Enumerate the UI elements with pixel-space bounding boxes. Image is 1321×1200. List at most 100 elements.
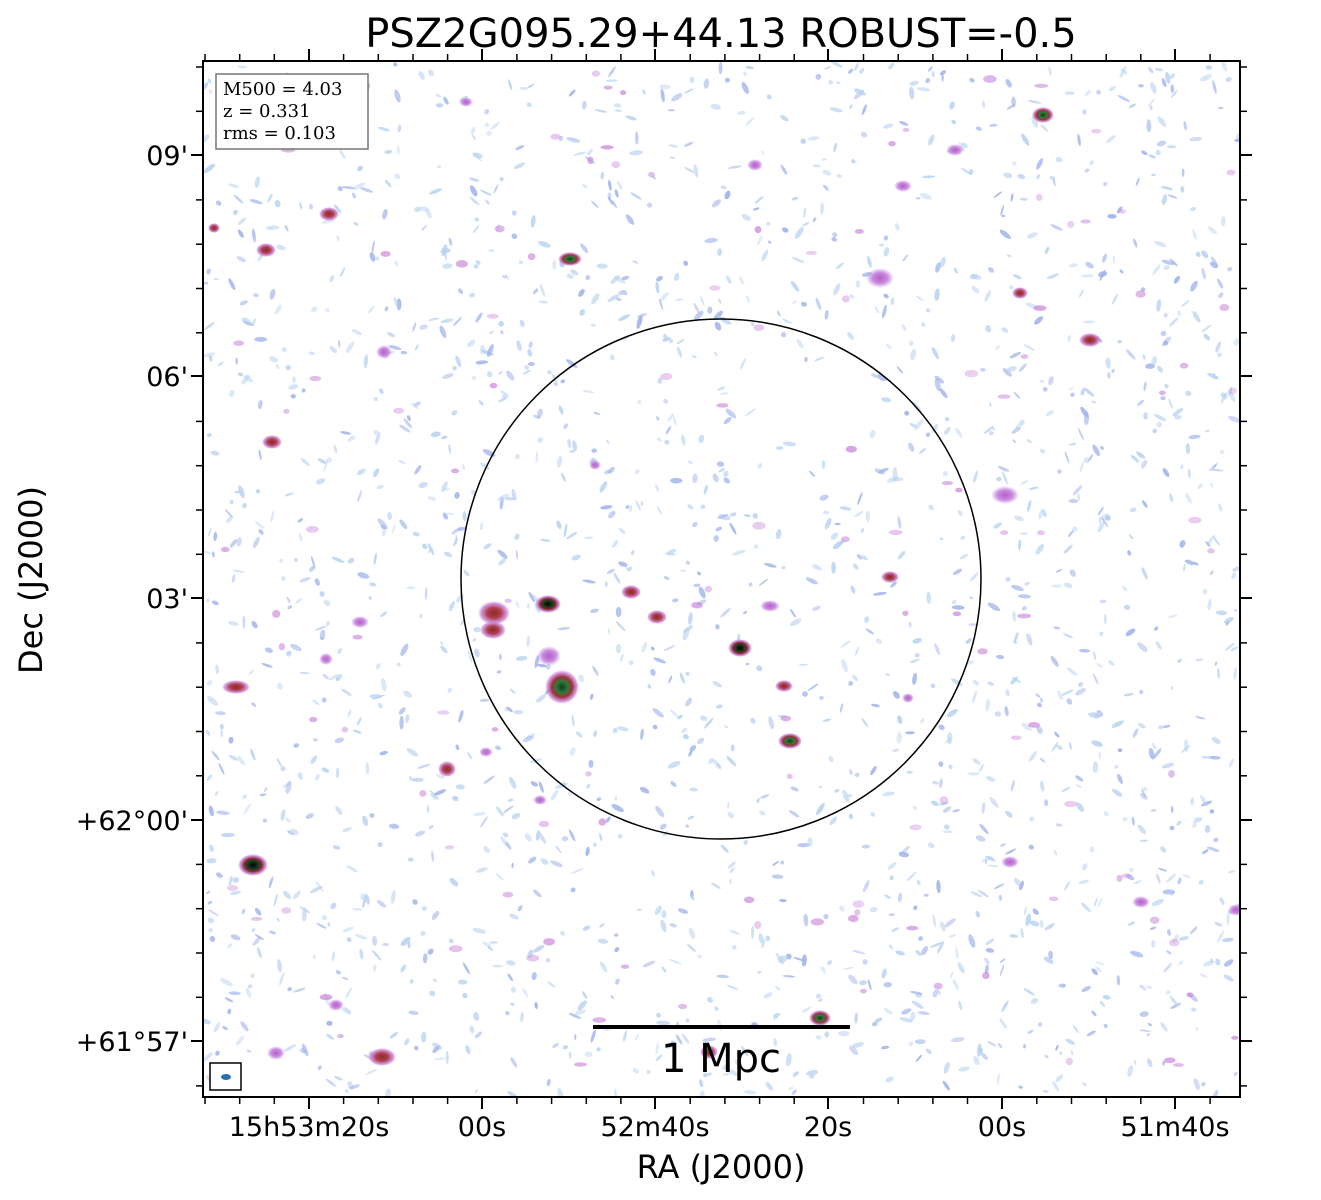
- noise-speckle: [330, 902, 337, 910]
- noise-speckle: [545, 957, 551, 963]
- noise-speckle: [724, 725, 729, 729]
- noise-speckle: [692, 473, 698, 483]
- noise-speckle: [1163, 963, 1172, 973]
- noise-speckle: [647, 683, 652, 689]
- noise-speckle: [1210, 256, 1218, 266]
- noise-speckle: [1035, 693, 1041, 698]
- noise-speckle: [287, 987, 293, 992]
- noise-speckle: [845, 445, 857, 453]
- noise-speckle: [809, 470, 816, 477]
- noise-speckle: [516, 340, 522, 352]
- noise-speckle: [861, 104, 867, 116]
- noise-speckle: [667, 760, 681, 769]
- noise-speckle: [297, 518, 304, 523]
- noise-speckle: [280, 765, 286, 772]
- noise-speckle: [547, 981, 556, 988]
- noise-speckle: [1157, 725, 1163, 730]
- noise-speckle: [1024, 906, 1027, 916]
- noise-speckle: [1099, 631, 1104, 637]
- noise-speckle: [552, 1042, 559, 1048]
- noise-speckle: [567, 791, 573, 797]
- noise-speckle: [384, 306, 389, 312]
- noise-speckle: [1084, 168, 1090, 173]
- noise-speckle: [1165, 990, 1171, 995]
- noise-speckle: [759, 810, 766, 816]
- noise-speckle: [218, 762, 225, 775]
- noise-speckle: [833, 142, 837, 153]
- noise-speckle: [821, 460, 826, 469]
- noise-speckle: [829, 816, 838, 826]
- noise-speckle: [281, 907, 292, 914]
- noise-speckle: [999, 229, 1011, 239]
- noise-speckle: [874, 468, 886, 475]
- noise-speckle: [1086, 1030, 1096, 1037]
- noise-speckle: [279, 558, 284, 563]
- noise-speckle: [906, 770, 913, 774]
- noise-speckle: [720, 185, 727, 190]
- noise-speckle: [608, 510, 616, 519]
- noise-speckle: [511, 210, 517, 216]
- noise-speckle: [625, 115, 637, 121]
- noise-speckle: [1163, 312, 1168, 318]
- noise-speckle: [376, 899, 387, 908]
- noise-speckle: [1076, 802, 1085, 813]
- noise-speckle: [428, 825, 434, 830]
- noise-speckle: [203, 163, 216, 174]
- noise-speckle: [340, 431, 352, 435]
- noise-speckle: [847, 331, 855, 340]
- noise-speckle: [839, 703, 844, 713]
- noise-speckle: [617, 833, 623, 839]
- x-tick-label: 00s: [458, 1112, 506, 1143]
- noise-speckle: [220, 546, 230, 553]
- noise-speckle: [761, 249, 769, 262]
- noise-speckle: [436, 165, 442, 169]
- noise-speckle: [677, 908, 689, 914]
- noise-speckle: [228, 278, 236, 290]
- noise-speckle: [920, 717, 925, 724]
- noise-speckle: [750, 717, 756, 724]
- noise-speckle: [713, 535, 719, 542]
- noise-speckle: [321, 767, 330, 773]
- noise-speckle: [932, 989, 939, 998]
- noise-speckle: [1013, 424, 1019, 434]
- noise-speckle: [717, 298, 722, 304]
- noise-speckle: [351, 192, 357, 199]
- noise-speckle: [315, 773, 320, 781]
- noise-speckle: [828, 80, 834, 85]
- noise-speckle: [475, 260, 481, 265]
- noise-speckle: [904, 410, 910, 416]
- figure-title: PSZ2G095.29+44.13 ROBUST=-0.5: [365, 11, 1076, 57]
- noise-speckle: [699, 1090, 705, 1097]
- noise-speckle: [1214, 922, 1223, 927]
- noise-speckle: [522, 735, 534, 743]
- noise-speckle: [465, 1045, 471, 1055]
- noise-speckle: [431, 850, 435, 862]
- noise-speckle: [944, 737, 952, 744]
- noise-speckle: [1151, 173, 1156, 177]
- noise-speckle: [443, 96, 449, 105]
- x-axis-label: RA (J2000): [637, 1148, 806, 1186]
- noise-speckle: [337, 1034, 344, 1039]
- noise-speckle: [1049, 175, 1056, 181]
- noise-speckle: [758, 933, 764, 944]
- noise-speckle: [216, 810, 230, 815]
- noise-speckle: [931, 780, 939, 785]
- noise-speckle: [706, 997, 713, 1003]
- noise-speckle: [1185, 390, 1192, 397]
- noise-speckle: [669, 156, 676, 159]
- noise-speckle: [908, 621, 912, 628]
- noise-speckle: [883, 247, 890, 257]
- y-tick-label: +62°00': [76, 806, 188, 837]
- noise-speckle: [1142, 354, 1146, 360]
- noise-speckle: [685, 1018, 690, 1023]
- noise-speckle: [250, 748, 256, 761]
- source-blob: [1228, 904, 1240, 916]
- noise-speckle: [913, 905, 918, 911]
- noise-speckle: [1141, 567, 1148, 580]
- noise-speckle: [369, 582, 377, 587]
- noise-speckle: [467, 339, 476, 348]
- noise-speckle: [882, 791, 895, 797]
- noise-speckle: [767, 240, 772, 244]
- noise-speckle: [333, 444, 338, 454]
- noise-speckle: [494, 225, 505, 233]
